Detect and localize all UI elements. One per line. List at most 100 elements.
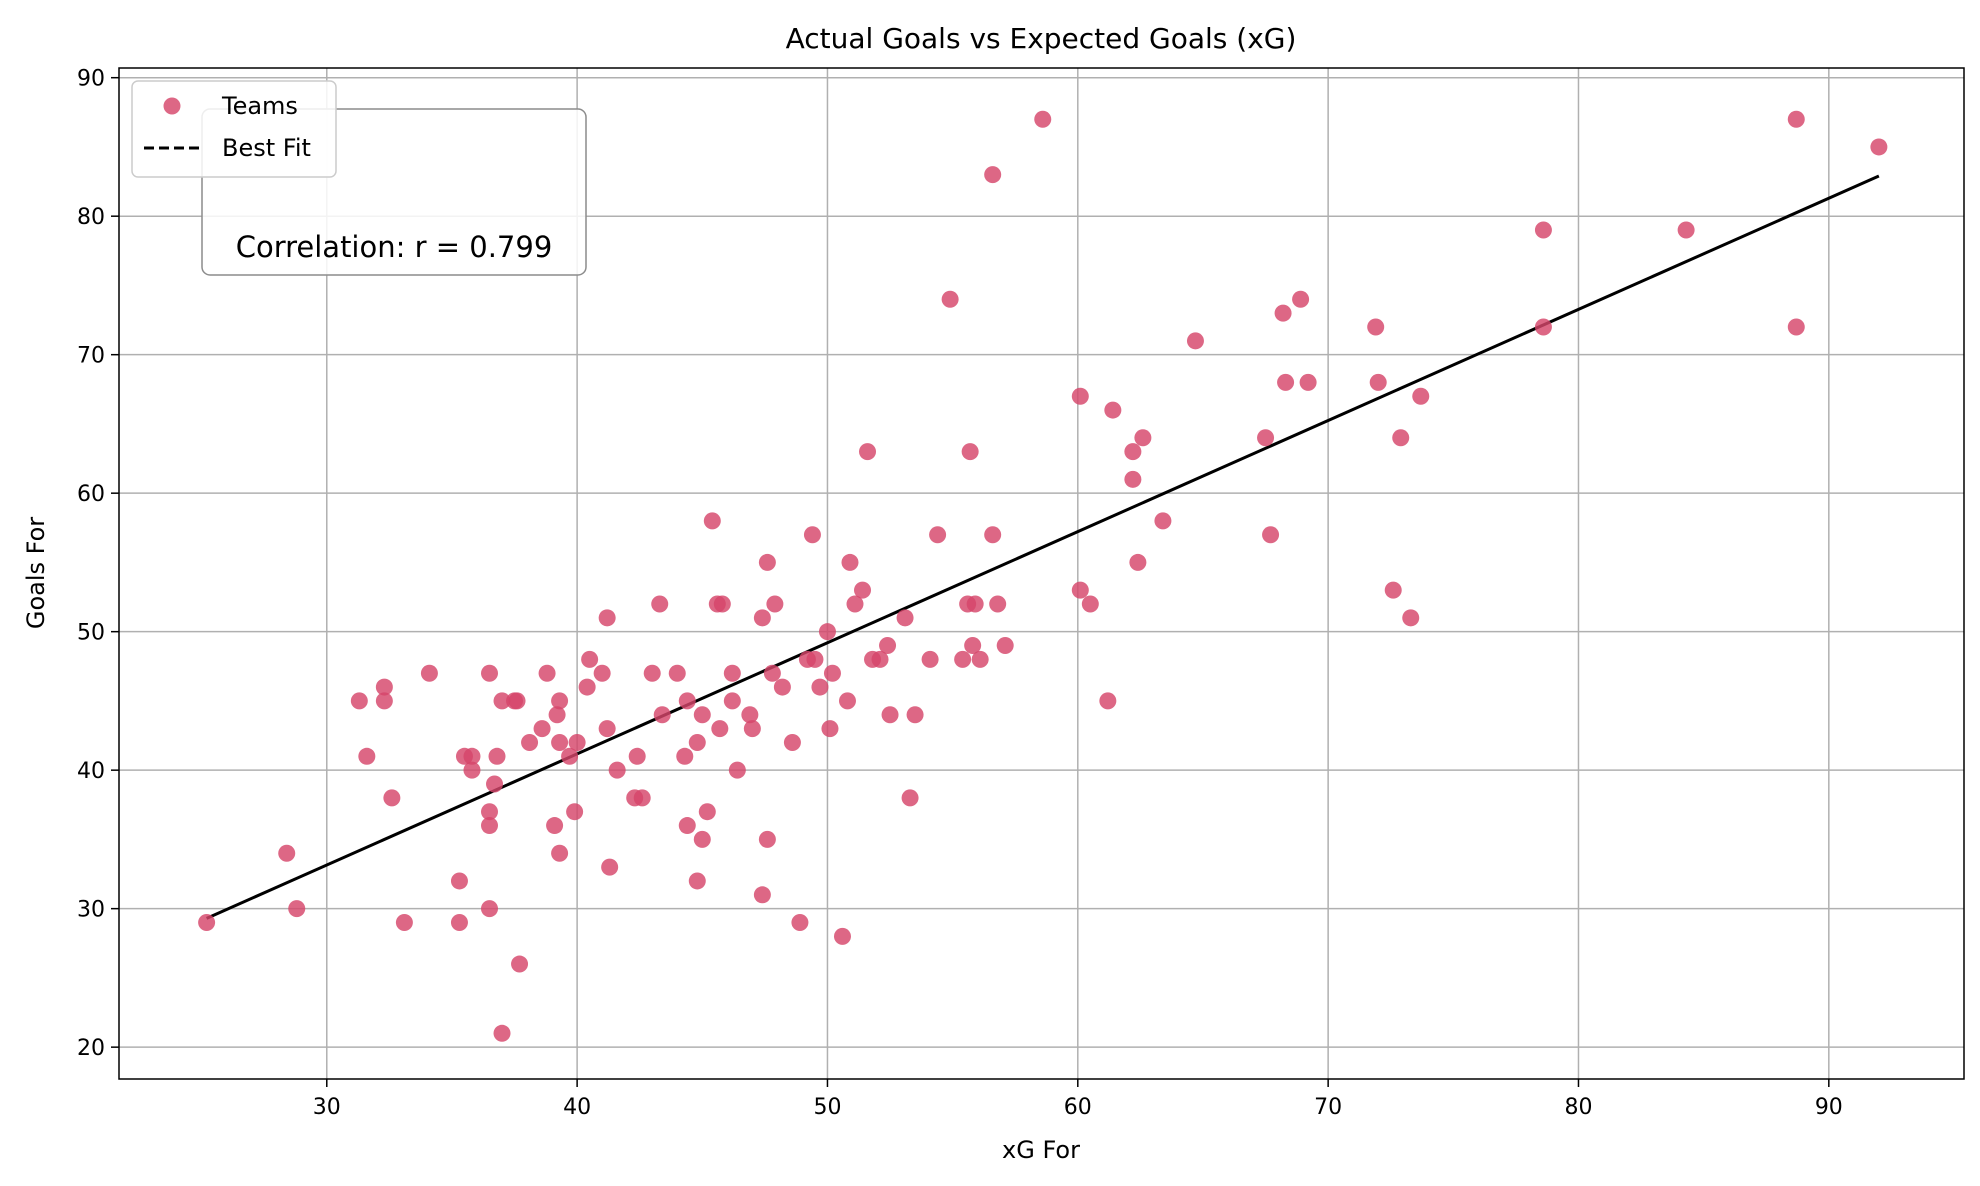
data-point	[1124, 443, 1142, 461]
data-point	[859, 443, 877, 461]
data-point	[511, 955, 529, 973]
data-point	[651, 595, 669, 613]
data-point	[383, 789, 401, 807]
data-point	[1292, 290, 1310, 308]
data-point	[881, 706, 899, 724]
data-point	[1384, 581, 1402, 599]
data-point	[1534, 221, 1552, 239]
data-point	[1124, 470, 1142, 488]
data-point	[838, 692, 856, 710]
y-tick-label: 40	[77, 759, 105, 784]
data-point	[841, 553, 859, 571]
data-point	[1034, 110, 1052, 128]
data-point	[486, 775, 504, 793]
data-point	[551, 692, 569, 710]
data-point	[1677, 221, 1695, 239]
data-point	[493, 692, 511, 710]
data-point	[375, 692, 393, 710]
data-point	[791, 914, 809, 932]
data-point	[984, 166, 1002, 184]
data-point	[643, 664, 661, 682]
x-axis-label: xG For	[1002, 1136, 1080, 1164]
data-point	[633, 789, 651, 807]
legend-label-teams: Teams	[221, 92, 298, 120]
data-point	[395, 914, 413, 932]
data-point	[420, 664, 438, 682]
data-point	[821, 720, 839, 738]
best-fit-layer	[206, 174, 1880, 920]
data-point	[538, 664, 556, 682]
data-point	[984, 526, 1002, 544]
data-point	[896, 609, 914, 627]
data-point	[653, 706, 671, 724]
data-point	[375, 678, 393, 696]
data-point	[450, 872, 468, 890]
data-point	[713, 595, 731, 613]
plot-frame	[118, 67, 1965, 1080]
data-point	[728, 761, 746, 779]
data-point	[350, 692, 368, 710]
data-point	[1262, 526, 1280, 544]
data-point	[703, 512, 721, 530]
data-point	[1402, 609, 1420, 627]
data-point	[1392, 429, 1410, 447]
data-point	[879, 637, 897, 655]
data-point	[463, 747, 481, 765]
data-point	[773, 678, 791, 696]
data-point	[871, 650, 889, 668]
data-point	[806, 650, 824, 668]
data-point	[601, 858, 619, 876]
data-point	[961, 443, 979, 461]
data-point	[1367, 318, 1385, 336]
data-point	[783, 733, 801, 751]
legend-label-best-fit: Best Fit	[222, 134, 311, 162]
data-point	[688, 733, 706, 751]
data-point	[966, 595, 984, 613]
data-point	[1787, 110, 1805, 128]
x-tick-label: 40	[563, 1095, 591, 1120]
data-point	[533, 720, 551, 738]
data-point	[493, 1024, 511, 1042]
data-point	[481, 803, 499, 821]
data-point	[846, 595, 864, 613]
data-point	[1277, 373, 1295, 391]
x-tick-label: 50	[813, 1095, 841, 1120]
data-point	[593, 664, 611, 682]
data-point	[488, 747, 506, 765]
chart-title: Actual Goals vs Expected Goals (xG)	[786, 22, 1297, 55]
data-point	[833, 927, 851, 945]
data-point	[723, 692, 741, 710]
y-tick-label: 90	[77, 67, 105, 92]
data-point	[1099, 692, 1117, 710]
data-point	[1534, 318, 1552, 336]
grid	[119, 68, 1964, 1079]
data-point	[561, 747, 579, 765]
data-point	[753, 609, 771, 627]
data-point	[1870, 138, 1888, 156]
data-point	[941, 290, 959, 308]
data-point	[581, 650, 599, 668]
data-point	[954, 650, 972, 668]
data-point	[989, 595, 1007, 613]
data-point	[678, 817, 696, 835]
x-tick-label: 30	[313, 1095, 341, 1120]
data-point	[1299, 373, 1317, 391]
data-point	[811, 678, 829, 696]
legend-frame	[131, 80, 337, 178]
data-point	[693, 706, 711, 724]
data-point	[803, 526, 821, 544]
data-point	[906, 706, 924, 724]
y-tick-label: 60	[77, 482, 105, 507]
y-tick-label: 30	[77, 898, 105, 923]
data-point	[1071, 387, 1089, 405]
data-point	[598, 720, 616, 738]
data-point	[723, 664, 741, 682]
data-point	[929, 526, 947, 544]
y-tick-label: 50	[77, 621, 105, 646]
data-point	[668, 664, 686, 682]
y-tick-label: 80	[77, 205, 105, 230]
data-point	[566, 803, 584, 821]
y-axis-ticks: 20 30 40 50 60 70 80 90	[77, 67, 119, 1061]
data-point	[901, 789, 919, 807]
data-point	[823, 664, 841, 682]
